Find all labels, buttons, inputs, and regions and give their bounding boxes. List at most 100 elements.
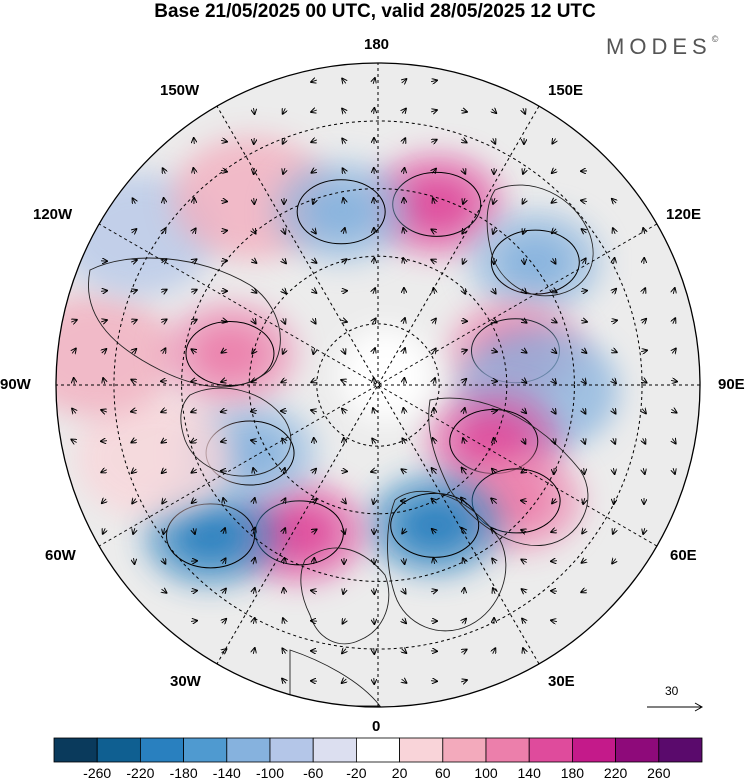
wind-vector-309: [582, 529, 586, 534]
wind-vector-207: [431, 260, 436, 263]
wind-vector-87: [251, 380, 257, 382]
wind-vector-43: [194, 138, 195, 145]
wind-vector-264: [523, 198, 526, 203]
wind-vector-225: [463, 198, 465, 204]
wind-vector-229: [460, 321, 467, 322]
lon-label-180: 180: [364, 36, 390, 53]
lon-label-120e: 120E: [666, 206, 702, 223]
wind-vector-91: [253, 498, 254, 505]
wind-vector-151: [340, 471, 347, 472]
wind-vector-312: [612, 199, 616, 203]
wind-vector-294: [551, 561, 558, 562]
wind-vector-123: [312, 259, 317, 263]
wind-vector-232: [463, 408, 464, 415]
wind-vector-271: [522, 409, 526, 413]
wind-vector-159: [373, 78, 375, 85]
wind-vector-129: [314, 438, 315, 445]
lon-label-30w: 30W: [170, 673, 201, 690]
wind-vector-156: [343, 618, 346, 623]
wind-vector-298: [581, 200, 588, 201]
lon-label-150e: 150E: [548, 82, 584, 99]
wind-vector-227: [463, 258, 465, 263]
wind-vector-88: [251, 411, 258, 412]
wind-vector-125: [312, 318, 315, 323]
wind-vector-1: [72, 349, 76, 354]
wind-vector-113: [284, 588, 285, 595]
wind-vector-99: [283, 168, 285, 174]
wind-vector-80: [254, 167, 255, 174]
wind-vector-13: [102, 499, 106, 503]
wind-vector-10: [101, 410, 107, 412]
colorbar-label-5: -60: [303, 765, 324, 781]
wind-vector-252: [490, 410, 497, 411]
wind-vector-215: [432, 499, 437, 504]
wind-vector-205: [433, 198, 435, 204]
colorbar-swatch-0: [53, 737, 98, 763]
wind-vector-191: [403, 408, 404, 415]
wind-vector-124: [312, 289, 317, 293]
colorbar-swatch-11: [528, 737, 573, 763]
wind-vector-293: [551, 530, 557, 532]
wind-vector-102: [282, 259, 286, 264]
wind-vector-202: [431, 110, 437, 112]
wind-vector-30: [163, 228, 166, 233]
wind-vector-83: [252, 259, 257, 263]
wind-vector-114: [283, 618, 285, 624]
colorbar-label-6: -20: [346, 765, 367, 781]
wind-vector-96: [253, 648, 254, 655]
wind-vector-341: [672, 439, 675, 444]
wind-vector-221: [430, 681, 437, 682]
wind-vector-24: [132, 469, 137, 473]
wind-vector-146: [341, 320, 347, 322]
colorbar-label-3: -140: [212, 765, 241, 781]
wind-vector-216: [432, 529, 436, 533]
anomaly-core-12: [191, 325, 268, 382]
colorbar: [53, 737, 703, 763]
wind-vector-177: [374, 617, 375, 624]
wind-vector-317: [611, 350, 616, 353]
colorbar-label-12: 220: [603, 765, 628, 781]
colorbar-swatch-13: [615, 737, 660, 763]
wind-vector-231: [462, 379, 466, 383]
wind-vector-311: [581, 590, 586, 592]
wind-vector-110: [283, 498, 286, 503]
wind-vector-28: [163, 168, 166, 173]
wind-vector-192: [402, 438, 405, 443]
lon-label-90e: 90E: [718, 376, 745, 393]
wind-vector-56: [193, 527, 195, 534]
wind-vector-60: [220, 140, 227, 141]
wind-vector-324: [612, 559, 616, 564]
wind-vector-118: [311, 110, 317, 112]
wind-vector-321: [613, 467, 614, 474]
wind-vector-217: [433, 558, 434, 565]
wind-vector-37: [161, 439, 166, 442]
wind-vector-235: [461, 498, 468, 505]
wind-vector-178: [374, 647, 375, 654]
wind-vector-184: [404, 198, 405, 205]
wind-vector-246: [493, 228, 495, 234]
wind-vector-193: [402, 469, 407, 472]
anomaly-core-6: [396, 497, 473, 554]
wind-vector-82: [252, 228, 255, 233]
wind-vector-127: [311, 380, 316, 383]
wind-vector-240: [461, 650, 466, 653]
wind-vector-126: [313, 347, 314, 354]
wind-vector-267: [522, 289, 526, 293]
wind-vector-336: [673, 288, 674, 295]
wind-vector-48: [191, 290, 196, 293]
wind-vector-40: [163, 527, 164, 534]
colorbar-swatch-6: [312, 737, 357, 763]
colorbar-swatch-8: [399, 737, 444, 763]
colorbar-label-0: -260: [83, 765, 112, 781]
wind-vector-278: [522, 619, 526, 624]
wind-vector-270: [522, 379, 527, 383]
wind-vector-49: [191, 320, 196, 323]
wind-vector-86: [252, 349, 256, 354]
wind-vector-276: [521, 560, 526, 563]
wind-vector-73: [223, 528, 225, 534]
wind-vector-199: [402, 649, 407, 653]
wind-vector-248: [492, 288, 495, 293]
wind-vector-33: [161, 319, 166, 322]
wind-vector-76: [222, 619, 226, 623]
anomaly-core-8: [172, 507, 249, 564]
